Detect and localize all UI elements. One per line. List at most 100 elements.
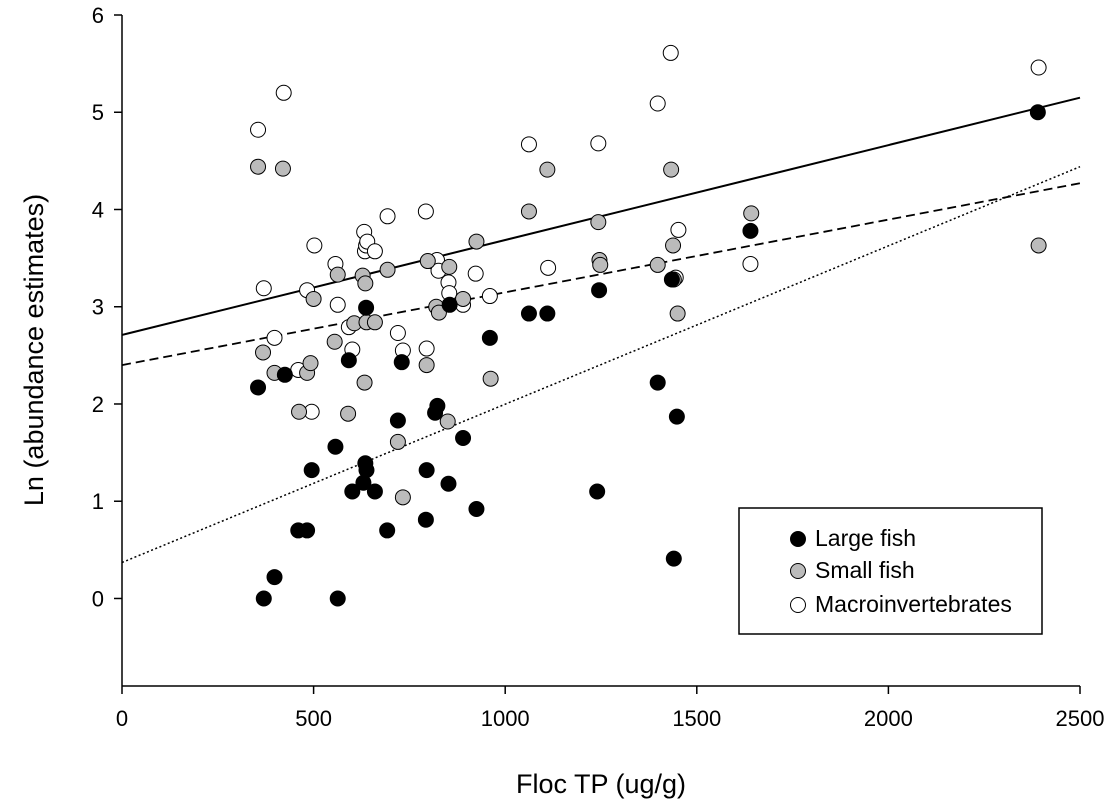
- point-series-1: [302, 355, 319, 372]
- point-series-1: [455, 290, 472, 307]
- point-series-0: [389, 412, 406, 429]
- point-series-0: [417, 511, 434, 528]
- point-series-2: [255, 280, 272, 297]
- axes: [121, 15, 1080, 687]
- trend-line-1: [121, 182, 1081, 366]
- point-series-0: [663, 271, 680, 288]
- point-series-0: [742, 222, 759, 239]
- y-tick-label: 5: [92, 100, 104, 125]
- x-tick-label: 1000: [481, 706, 530, 731]
- point-series-1: [394, 489, 411, 506]
- point-series-2: [418, 340, 435, 357]
- y-tick-label: 6: [92, 3, 104, 28]
- point-series-2: [662, 44, 679, 61]
- point-series-0: [255, 590, 272, 607]
- point-series-1: [305, 290, 322, 307]
- point-series-1: [340, 405, 357, 422]
- legend-label-1: Small fish: [815, 557, 915, 583]
- point-series-2: [670, 221, 687, 238]
- axis-ticks: 0 500 1000 1500 2000 2500 0 1 2 3 4 5 6: [92, 3, 1105, 731]
- point-series-1: [389, 433, 406, 450]
- legend: Large fish Small fish Macroinvertebrates: [738, 507, 1043, 635]
- point-series-0: [440, 475, 457, 492]
- point-series-2: [275, 84, 292, 101]
- point-series-1: [592, 256, 609, 273]
- point-series-2: [306, 237, 323, 254]
- point-series-0: [668, 408, 685, 425]
- point-series-0: [455, 430, 472, 447]
- point-series-0: [358, 462, 375, 479]
- point-series-2: [649, 95, 666, 112]
- point-series-1: [326, 333, 343, 350]
- point-series-0: [358, 299, 375, 316]
- point-series-0: [429, 397, 446, 414]
- point-series-1: [255, 344, 272, 361]
- point-series-2: [520, 136, 537, 153]
- point-series-2: [1030, 59, 1047, 76]
- point-series-0: [299, 522, 316, 539]
- point-series-1: [430, 304, 447, 321]
- point-series-1: [441, 258, 458, 275]
- point-series-0: [418, 462, 435, 479]
- point-series-0: [379, 522, 396, 539]
- y-tick-label: 4: [92, 197, 104, 222]
- point-series-0: [266, 569, 283, 586]
- point-series-1: [291, 403, 308, 420]
- data-points: [250, 44, 1047, 607]
- point-series-2: [540, 259, 557, 276]
- point-series-1: [357, 275, 374, 292]
- point-series-2: [266, 329, 283, 346]
- point-series-0: [303, 462, 320, 479]
- y-tick-label: 0: [92, 586, 104, 611]
- x-tick-label: 2500: [1056, 706, 1105, 731]
- legend-label-0: Large fish: [815, 525, 916, 551]
- point-series-1: [590, 214, 607, 231]
- x-tick-label: 1500: [672, 706, 721, 731]
- point-series-2: [250, 121, 267, 138]
- point-series-0: [441, 296, 458, 313]
- point-series-0: [366, 483, 383, 500]
- point-series-1: [439, 413, 456, 430]
- point-series-1: [665, 237, 682, 254]
- legend-marker-2: [790, 597, 806, 613]
- point-series-1: [468, 233, 485, 250]
- point-series-1: [418, 357, 435, 374]
- point-series-0: [468, 501, 485, 518]
- point-series-0: [393, 354, 410, 371]
- point-series-0: [591, 282, 608, 299]
- point-series-0: [344, 483, 361, 500]
- point-series-2: [379, 208, 396, 225]
- point-series-0: [589, 483, 606, 500]
- point-series-1: [250, 158, 267, 175]
- y-axis-label: Ln (abundance estimates): [19, 194, 49, 506]
- x-axis-label: Floc TP (ug/g): [516, 769, 686, 799]
- point-series-0: [539, 305, 556, 322]
- legend-marker-0: [790, 531, 806, 547]
- point-series-1: [274, 160, 291, 177]
- point-series-0: [649, 374, 666, 391]
- point-series-0: [520, 305, 537, 322]
- point-series-2: [481, 288, 498, 305]
- point-series-1: [743, 205, 760, 222]
- point-series-2: [742, 255, 759, 272]
- point-series-1: [379, 261, 396, 278]
- point-series-1: [663, 161, 680, 178]
- x-tick-label: 2000: [864, 706, 913, 731]
- point-series-2: [417, 203, 434, 220]
- point-series-0: [276, 366, 293, 383]
- y-tick-label: 3: [92, 295, 104, 320]
- point-series-0: [1029, 104, 1046, 121]
- legend-marker-1: [790, 563, 806, 579]
- point-series-2: [329, 296, 346, 313]
- point-series-1: [1030, 237, 1047, 254]
- trend-line-0: [121, 166, 1081, 564]
- point-series-1: [669, 305, 686, 322]
- point-series-2: [467, 265, 484, 282]
- x-tick-label: 500: [295, 706, 332, 731]
- y-tick-label: 2: [92, 392, 104, 417]
- x-tick-label: 0: [116, 706, 128, 731]
- point-series-0: [329, 590, 346, 607]
- point-series-1: [520, 203, 537, 220]
- point-series-0: [250, 379, 267, 396]
